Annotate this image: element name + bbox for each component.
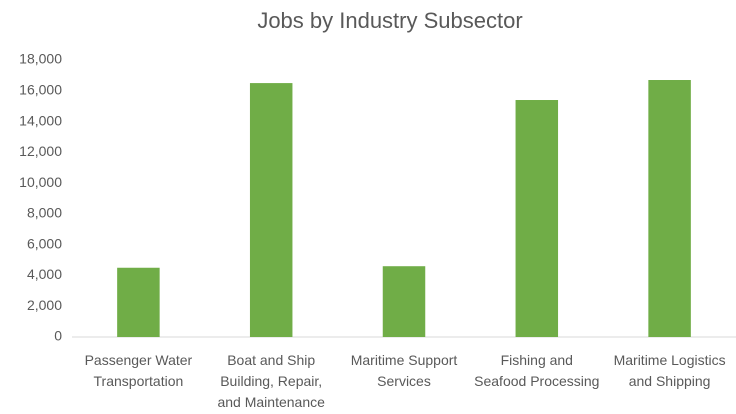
bar [515,100,559,337]
y-tick-label: 2,000 [27,297,62,313]
x-tick-label: Maritime Logistics and Shipping [614,352,726,389]
x-tick-label: Passenger Water Transportation [85,352,193,389]
y-tick-label: 0 [54,328,62,344]
y-tick-label: 14,000 [19,112,62,128]
bar [382,266,426,337]
bar [249,83,293,337]
x-tick-label: Maritime Support Services [351,352,458,389]
chart-title: Jobs by Industry Subsector [257,8,522,33]
y-tick-label: 18,000 [19,51,62,67]
y-tick-label: 16,000 [19,81,62,97]
y-tick-label: 10,000 [19,174,62,190]
x-tick-label: Boat and Ship Building, Repair, and Mainte… [217,352,325,410]
bar [117,267,160,337]
bar [648,80,691,337]
y-tick-label: 6,000 [27,235,62,251]
y-tick-label: 12,000 [19,143,62,159]
y-tick-label: 8,000 [27,205,62,221]
y-tick-label: 4,000 [27,266,62,282]
x-tick-label: Fishing and Seafood Processing [474,352,599,389]
